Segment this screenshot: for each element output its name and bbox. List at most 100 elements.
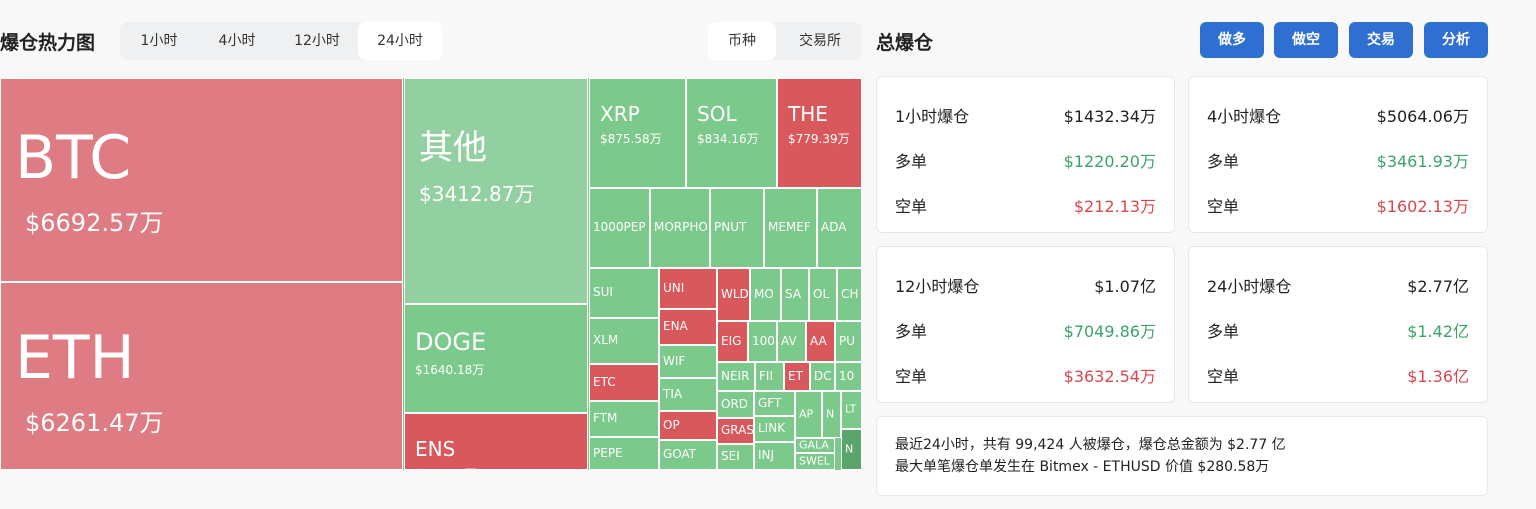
stat-card: 1小时爆仓 $1432.34万 多单 $1220.20万 空单 $212.13万: [876, 76, 1175, 233]
tile-content: UNI: [663, 280, 685, 296]
time-tab[interactable]: 24小时: [358, 22, 442, 60]
tile-label: OP: [663, 417, 680, 432]
stat-row: 12小时爆仓 $1.07亿: [895, 273, 1156, 297]
stat-row: 24小时爆仓 $2.77亿: [1207, 273, 1469, 297]
tile-label: ENA: [663, 319, 688, 334]
tile: SEI: [717, 444, 754, 470]
tile-content: OL: [813, 287, 829, 302]
tile-label: SWEL: [799, 454, 830, 468]
tile-label: SOL: [697, 102, 737, 126]
tile: UNI: [659, 268, 717, 309]
tile: OP: [659, 411, 717, 440]
tile: EIG: [717, 321, 748, 362]
tile-content: GALA: [799, 439, 829, 452]
tile-label: AP: [799, 407, 814, 421]
tile-label: AV: [781, 333, 797, 348]
heatmap-title: 爆仓热力图: [0, 32, 96, 54]
tile: SUI: [589, 268, 659, 318]
tile: CH: [837, 268, 862, 321]
time-tab[interactable]: 12小时: [294, 33, 340, 49]
summary-title: 总爆仓: [876, 32, 934, 54]
tile: 10: [835, 362, 862, 391]
tile-label: 其他: [419, 127, 487, 168]
stat-value: $7049.86万: [1063, 322, 1156, 341]
button[interactable]: 做空: [1274, 22, 1338, 58]
tile-label: INJ: [758, 448, 775, 463]
tile-label: N: [826, 407, 835, 421]
tile-content: XLM: [593, 333, 618, 348]
note-line: 最近24小时，共有 99,424 人被爆仓，爆仓总金额为 $2.77 亿: [895, 437, 1286, 453]
tile-value: $6261.47万: [25, 409, 164, 438]
tile-label: ADA: [821, 220, 847, 235]
tile-content: N: [845, 443, 853, 456]
tile-content: MORPHO: [654, 220, 708, 235]
time-tab[interactable]: 4小时: [218, 33, 256, 49]
tile-content: MO: [754, 287, 774, 302]
tile-label: PU: [839, 333, 856, 348]
view-tab[interactable]: 币种: [708, 22, 776, 60]
tile: SOL $834.16万: [686, 78, 777, 188]
tile-content: GOAT: [663, 447, 697, 462]
tile-label: 10: [839, 368, 855, 383]
tile-content: SA: [785, 286, 802, 302]
view-tab[interactable]: 交易所: [799, 33, 841, 49]
tile: GOAT: [659, 440, 717, 470]
stat-row: 多单 $3461.93万: [1207, 148, 1469, 172]
tile: LT: [841, 391, 862, 429]
stat-card: 24小时爆仓 $2.77亿 多单 $1.42亿 空单 $1.36亿: [1188, 246, 1488, 403]
stat-value: $1.07亿: [1094, 277, 1156, 296]
tile: PNUT: [710, 188, 764, 268]
tile-label: UNI: [663, 280, 685, 295]
tile-content: PNUT: [714, 220, 747, 235]
stat-row: 多单 $1220.20万: [895, 148, 1156, 172]
stat-value: $1220.20万: [1063, 152, 1156, 171]
stat-label: 空单: [895, 367, 928, 386]
tile-label: NEIR: [721, 368, 750, 383]
stat-label: 空单: [1207, 197, 1240, 216]
tile-label: GOAT: [663, 447, 697, 462]
tile: PEPE: [589, 437, 659, 470]
tile-content: ADA: [821, 220, 847, 235]
tile-label: SA: [785, 286, 802, 301]
button[interactable]: 做多: [1200, 22, 1264, 58]
tile-content: AA: [810, 333, 827, 349]
note: 最近24小时，共有 99,424 人被爆仓，爆仓总金额为 $2.77 亿 最大单…: [876, 416, 1488, 496]
tile-value: $1640.18万: [415, 362, 485, 377]
tile-label: SEI: [721, 449, 740, 464]
button[interactable]: 分析: [1424, 22, 1488, 58]
tile-label: ORD: [721, 396, 749, 411]
tile-label: LINK: [758, 421, 786, 436]
time-tab[interactable]: 1小时: [140, 33, 178, 49]
tile-content: PEPE: [593, 446, 623, 461]
tile-content: SEI: [721, 449, 740, 464]
tile-label: PNUT: [714, 220, 747, 235]
stat-value: $3461.93万: [1376, 152, 1469, 171]
stat-value: $3632.54万: [1063, 367, 1156, 386]
tile-content: LINK: [758, 421, 786, 436]
tile-content: BTC $6692.57万: [15, 123, 164, 238]
button[interactable]: 交易: [1349, 22, 1413, 58]
tile-label: TIA: [663, 386, 683, 401]
tile-content: AP: [799, 408, 813, 421]
tile: GFT: [754, 391, 795, 416]
tile-content: 其他 $3412.87万: [419, 127, 534, 207]
stat-label: 4小时爆仓: [1207, 107, 1282, 126]
tile-label: AA: [810, 333, 827, 348]
stat-label: 1小时爆仓: [895, 107, 970, 126]
tile-content: CH: [841, 287, 858, 302]
tile-label: WLD: [721, 286, 749, 301]
stat-label: 12小时爆仓: [895, 277, 980, 296]
stat-value: $212.13万: [1073, 197, 1156, 216]
tile: OL: [809, 268, 837, 321]
tile-content: SOL $834.16万: [697, 103, 759, 147]
tile-label: SUI: [593, 285, 613, 300]
tile-label: GALA: [799, 438, 829, 452]
tile: ETC: [589, 364, 659, 401]
tile: MO: [750, 268, 781, 321]
view-tabs: 币种 交易所: [708, 22, 862, 60]
tile: FII: [755, 362, 784, 391]
tile-content: AV: [781, 333, 797, 349]
tile: SWEL: [795, 453, 835, 470]
tile: TIA: [659, 378, 717, 411]
tile: DC: [810, 362, 835, 391]
